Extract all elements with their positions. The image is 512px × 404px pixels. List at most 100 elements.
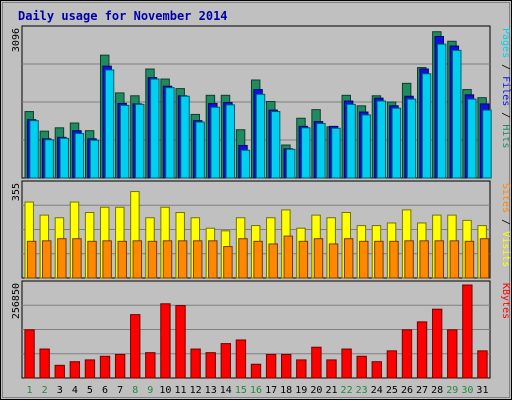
x-tick-label: 5 xyxy=(87,385,93,396)
x-tick-label: 27 xyxy=(416,385,428,396)
bar-hits-pages xyxy=(452,49,462,179)
panels-group: 3096 Pages / Files / Hits 355 Sites / Visit… xyxy=(11,25,511,379)
bar-hits-pages xyxy=(150,78,160,179)
bar-hits-pages xyxy=(135,103,145,179)
panel-hits-legend-item: Pages xyxy=(500,28,511,58)
bar-kbytes-kbytes xyxy=(84,359,96,379)
bar-kbytes-kbytes xyxy=(281,353,292,379)
x-tick-label: 29 xyxy=(446,385,458,396)
x-tick-label: 13 xyxy=(205,385,217,396)
bar-visits-sites xyxy=(192,240,203,279)
panel-hits-legend-item: / xyxy=(500,106,511,124)
bar-kbytes-kbytes xyxy=(416,321,428,379)
bar-hits-pages xyxy=(29,120,39,179)
bar-visits-sites xyxy=(359,240,369,279)
x-tick-label: 6 xyxy=(102,385,108,396)
bar-hits-pages xyxy=(346,103,356,179)
bar-visits-sites xyxy=(57,238,67,279)
bar-hits-pages xyxy=(391,107,402,179)
x-tick-label: 18 xyxy=(280,385,292,396)
bar-visits-sites xyxy=(253,240,263,279)
bar-kbytes-kbytes xyxy=(205,352,216,379)
x-tick-label: 14 xyxy=(220,385,232,396)
bar-visits-sites xyxy=(268,243,278,279)
bar-hits-pages xyxy=(104,69,115,179)
x-tick-label: 17 xyxy=(265,385,277,396)
x-tick-label: 23 xyxy=(356,385,368,396)
x-tick-label: 26 xyxy=(401,385,413,396)
bar-visits-sites xyxy=(87,240,97,279)
panel-hits-legend-item: / xyxy=(500,58,511,76)
bar-hits-pages xyxy=(59,137,69,179)
bar-hits-pages xyxy=(482,109,492,179)
bar-kbytes-kbytes xyxy=(130,314,141,379)
bar-kbytes-kbytes xyxy=(447,329,458,379)
bar-visits-sites xyxy=(374,240,384,279)
bar-hits-pages xyxy=(240,149,251,179)
x-tick-label: 24 xyxy=(371,385,383,396)
bar-kbytes-kbytes xyxy=(356,355,367,379)
bar-kbytes-kbytes xyxy=(160,303,171,379)
bar-visits-sites xyxy=(343,238,354,279)
bar-visits-sites xyxy=(238,238,248,279)
bar-hits-pages xyxy=(119,104,130,179)
bar-hits-pages xyxy=(165,87,175,179)
bar-kbytes-kbytes xyxy=(371,361,382,379)
bar-visits-sites xyxy=(389,240,399,279)
bar-hits-pages xyxy=(301,127,311,179)
bar-hits-pages xyxy=(255,93,266,179)
bar-kbytes-kbytes xyxy=(341,348,352,379)
x-tick-label: 10 xyxy=(159,385,171,396)
bar-visits-sites xyxy=(419,240,429,279)
bar-kbytes-kbytes xyxy=(114,353,126,379)
panel-visits-max-label: 355 xyxy=(11,183,22,201)
bar-visits-sites xyxy=(328,243,339,279)
bar-visits-sites xyxy=(449,240,460,279)
bar-visits-sites xyxy=(223,246,233,279)
bar-visits-sites xyxy=(177,240,188,279)
bar-kbytes-kbytes xyxy=(175,305,186,379)
x-tick-label: 3 xyxy=(57,385,63,396)
panel-kbytes: 256850 KBytes xyxy=(11,280,511,379)
panel-visits-legend-item: Sites xyxy=(500,183,511,213)
bar-kbytes-kbytes xyxy=(401,329,413,379)
panel-hits-legend-item: Files xyxy=(500,76,511,106)
bar-visits-sites xyxy=(313,238,324,279)
bar-kbytes-kbytes xyxy=(235,339,247,379)
bar-hits-pages xyxy=(376,100,387,179)
x-tick-label: 1 xyxy=(27,385,33,396)
panel-visits-legend: Sites / Visits xyxy=(500,183,511,267)
bar-kbytes-kbytes xyxy=(462,284,473,379)
inner-frame xyxy=(2,2,510,398)
x-tick-label: 12 xyxy=(190,385,202,396)
bar-hits-pages xyxy=(270,111,281,179)
x-axis-labels: 1 2 3 4 5 6 7 8 9 10 11 12 13 14 15 16 17 18 19 20 21 22 23 24 2… xyxy=(27,385,489,396)
x-tick-label: 30 xyxy=(461,385,473,396)
x-tick-label: 31 xyxy=(476,385,488,396)
panel-hits: 3096 Pages / Files / Hits xyxy=(11,25,511,179)
bar-kbytes-kbytes xyxy=(386,350,398,379)
bar-visits-sites xyxy=(147,240,158,279)
bar-kbytes-kbytes xyxy=(265,353,277,379)
bar-hits-pages xyxy=(225,104,236,179)
bar-kbytes-kbytes xyxy=(54,364,65,379)
bar-kbytes-kbytes xyxy=(190,348,201,379)
panel-kbytes-legend: KBytes xyxy=(500,283,511,319)
panel-hits-legend: Pages / Files / Hits xyxy=(500,28,511,148)
bar-hits-pages xyxy=(44,139,54,179)
x-tick-label: 21 xyxy=(325,385,337,396)
panel-visits-legend-item: / xyxy=(500,213,511,231)
x-tick-label: 11 xyxy=(174,385,186,396)
bar-visits-sites xyxy=(464,240,475,279)
panel-kbytes-max-label: 256850 xyxy=(11,283,22,319)
bar-visits-sites xyxy=(479,238,490,279)
bar-visits-sites xyxy=(72,238,82,279)
bar-kbytes-kbytes xyxy=(431,308,443,379)
bar-hits-pages xyxy=(210,106,220,179)
bar-hits-pages xyxy=(180,95,190,179)
x-tick-label: 8 xyxy=(132,385,138,396)
panel-visits: 355 Sites / Visits xyxy=(11,180,511,279)
bar-kbytes-kbytes xyxy=(69,361,81,379)
bar-visits-sites xyxy=(132,240,143,279)
